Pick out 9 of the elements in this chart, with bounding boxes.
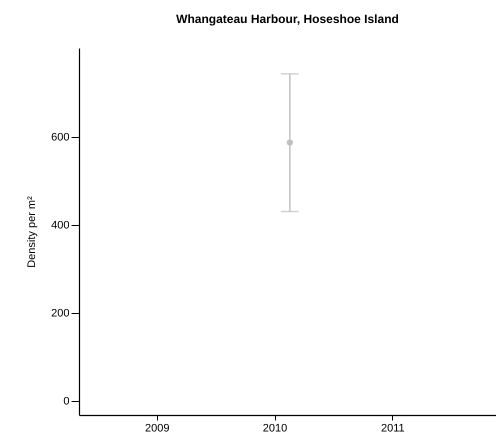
chart-title: Whangateau Harbour, Hoseshoe Island	[176, 12, 399, 26]
x-tick-label: 2011	[381, 422, 405, 434]
y-tick-label: 400	[51, 220, 70, 232]
x-tick-label: 2010	[262, 422, 288, 434]
y-axis-title: Density per m²	[26, 196, 38, 268]
y-tick-label: 0	[63, 395, 70, 408]
y-tick-label: 200	[51, 308, 70, 320]
x-tick-label: 2009	[145, 422, 170, 434]
y-tick-label: 600	[51, 132, 70, 144]
